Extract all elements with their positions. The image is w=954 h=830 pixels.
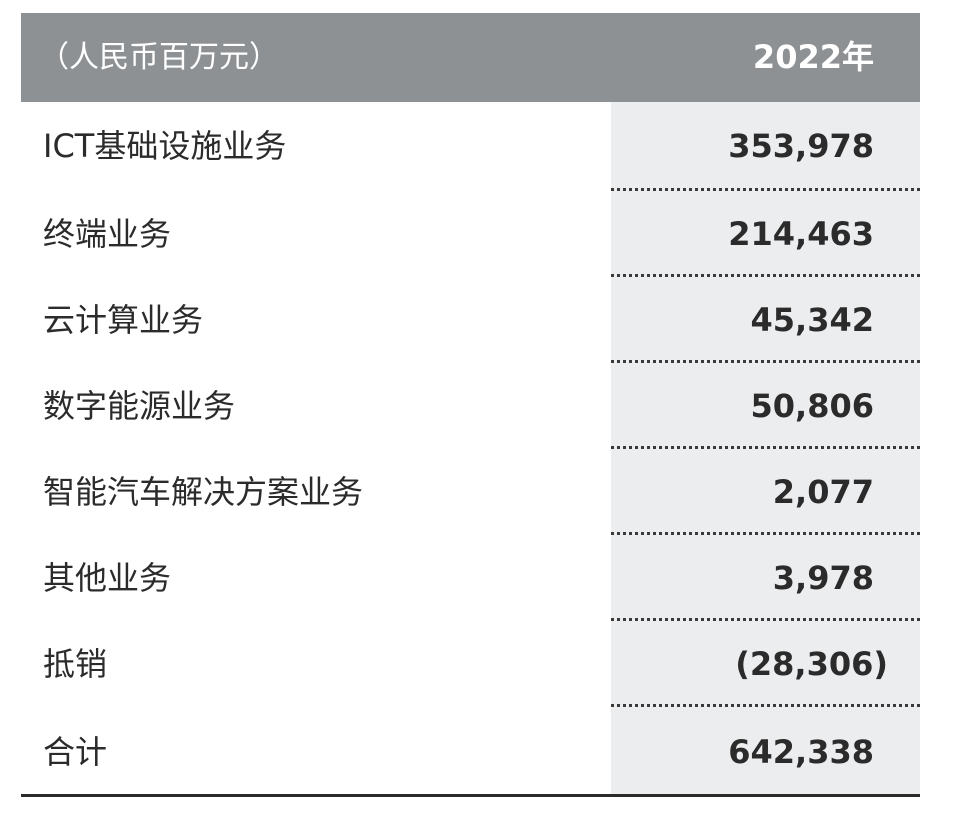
- row-divider: [611, 704, 920, 707]
- row-divider: [611, 532, 920, 535]
- row-divider: [611, 446, 920, 449]
- table-row: ICT基础设施业务 353,978: [21, 102, 920, 191]
- total-label: 合计: [43, 733, 108, 771]
- table-row: 数字能源业务 50,806: [21, 363, 920, 449]
- total-value: 642,338: [728, 733, 874, 771]
- row-value: 3,978: [772, 559, 874, 597]
- row-divider: [611, 360, 920, 363]
- table-row: 抵销 (28,306): [21, 621, 920, 707]
- value-column-shading: [611, 102, 920, 797]
- row-label: ICT基础设施业务: [43, 127, 287, 165]
- table-bottom-rule: [21, 794, 920, 797]
- row-value: 353,978: [728, 127, 874, 165]
- row-label: 终端业务: [43, 215, 172, 253]
- table-row: 智能汽车解决方案业务 2,077: [21, 449, 920, 535]
- table-row: 云计算业务 45,342: [21, 277, 920, 363]
- row-value: 50,806: [750, 387, 874, 425]
- row-label: 云计算业务: [43, 301, 204, 339]
- row-value: 2,077: [772, 473, 874, 511]
- row-label: 其他业务: [43, 559, 172, 597]
- table-row: 其他业务 3,978: [21, 535, 920, 621]
- revenue-table: （人民币百万元） 2022年 ICT基础设施业务 353,978 终端业务 21…: [21, 13, 920, 797]
- table-row: 终端业务 214,463: [21, 191, 920, 277]
- row-divider: [611, 274, 920, 277]
- row-value: 45,342: [750, 301, 874, 339]
- year-header: 2022年: [752, 38, 874, 76]
- row-label: 数字能源业务: [43, 387, 236, 425]
- row-value: 214,463: [728, 215, 874, 253]
- table-header: （人民币百万元） 2022年: [21, 13, 920, 102]
- row-label: 智能汽车解决方案业务: [43, 473, 364, 511]
- row-value: (28,306): [735, 645, 888, 683]
- row-divider: [611, 618, 920, 621]
- row-divider: [611, 188, 920, 191]
- row-label: 抵销: [43, 645, 108, 683]
- unit-header: （人民币百万元）: [39, 40, 279, 75]
- table-body: ICT基础设施业务 353,978 终端业务 214,463 云计算业务 45,…: [21, 102, 920, 797]
- total-row: 合计 642,338: [21, 707, 920, 797]
